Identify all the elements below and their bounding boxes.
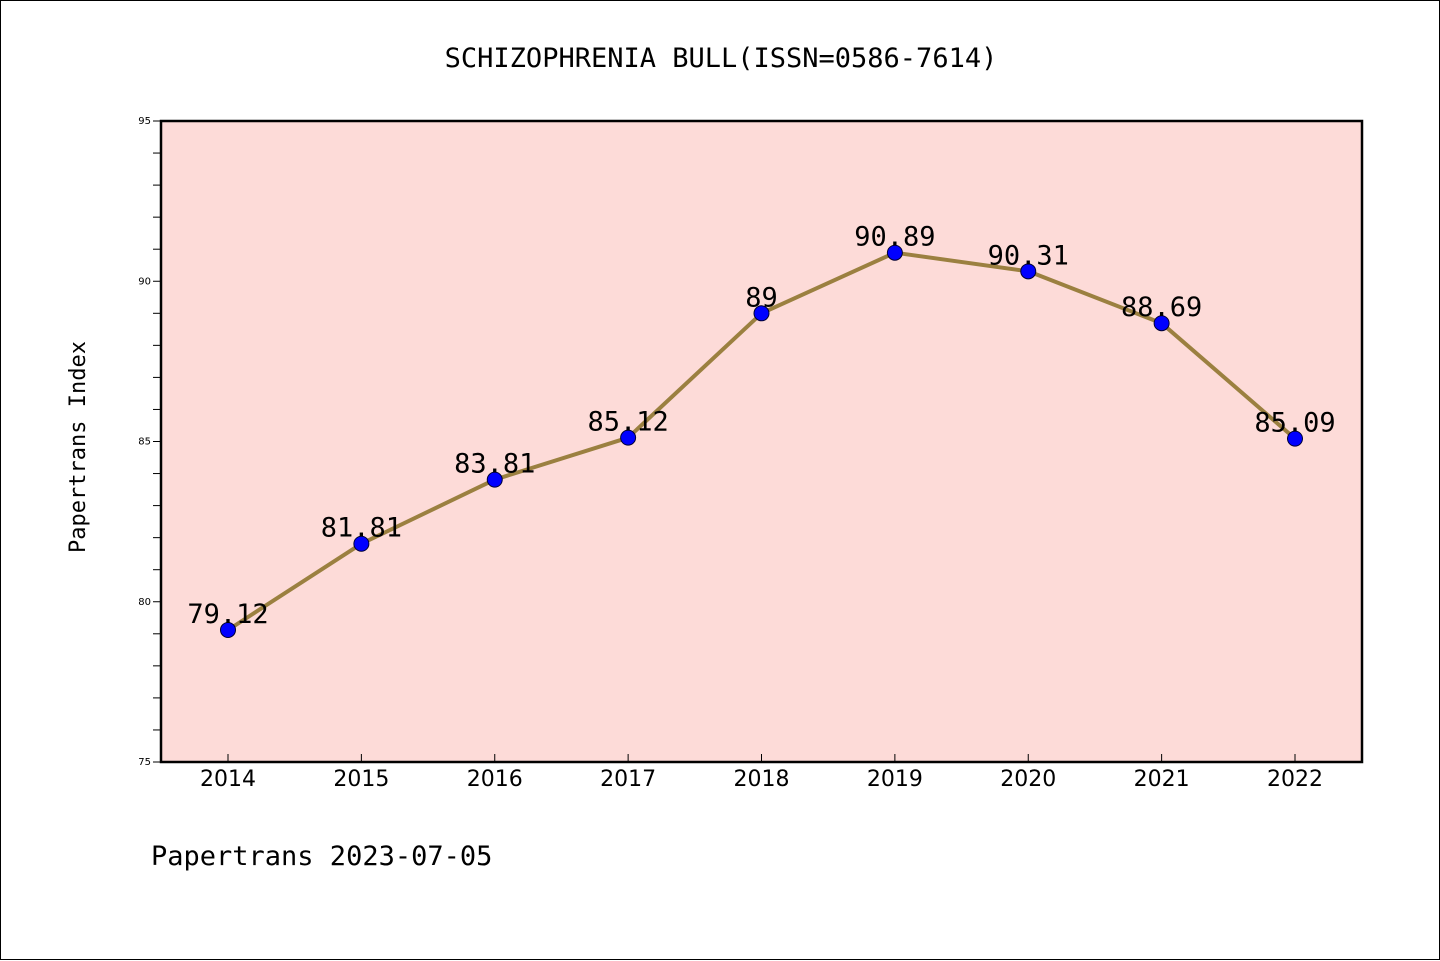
data-point [486, 471, 503, 488]
data-label: 79.12 [187, 599, 268, 630]
data-label: 83.81 [454, 449, 535, 480]
x-tick-label: 2022 [1267, 767, 1323, 792]
data-point [220, 621, 236, 638]
x-tick-label: 2020 [1000, 767, 1056, 792]
data-point [886, 244, 903, 261]
data-point [1287, 430, 1303, 447]
y-tick-label: 85 [138, 437, 151, 448]
x-tick-label: 2015 [333, 767, 389, 792]
data-label: 90.89 [854, 222, 935, 253]
data-label: 81.81 [321, 513, 402, 544]
x-tick-label: 2018 [734, 767, 790, 792]
y-tick-label: 95 [138, 116, 151, 127]
footer-date-stamp: Papertrans 2023-07-05 [151, 841, 492, 872]
x-axis: 2014 2015 2016 2017 2018 2019 2020 2021 2022 [200, 754, 1323, 792]
data-point [353, 535, 370, 552]
chart-title: SCHIZOPHRENIA BULL(ISSN=0586-7614) [445, 43, 998, 74]
data-point-group [220, 244, 1303, 638]
data-point [620, 429, 637, 446]
x-tick-label: 2016 [467, 767, 523, 792]
y-tick-label: 90 [138, 276, 151, 287]
data-label: 85.09 [1254, 408, 1335, 439]
x-tick-label: 2017 [600, 767, 656, 792]
data-label-group: 79.12 81.81 83.81 85.12 89 90.89 90.31 88.69 85.… [187, 222, 1335, 630]
y-tick-label: 80 [138, 597, 151, 608]
data-label: 88.69 [1121, 292, 1202, 323]
x-tick-label: 2014 [200, 767, 256, 792]
y-axis-label: Papertrans Index [66, 341, 91, 553]
x-tick-label: 2019 [867, 767, 923, 792]
y-axis: 75 80 85 90 95 [138, 116, 161, 768]
y-tick-label: 75 [138, 757, 151, 768]
data-label: 85.12 [587, 407, 668, 438]
x-tick-label: 2021 [1134, 767, 1190, 792]
data-label: 89 [745, 282, 778, 313]
plot-area [159, 119, 1364, 764]
data-point [1153, 315, 1170, 332]
data-point [753, 305, 770, 322]
data-point [1020, 263, 1037, 280]
data-label: 90.31 [988, 240, 1069, 271]
